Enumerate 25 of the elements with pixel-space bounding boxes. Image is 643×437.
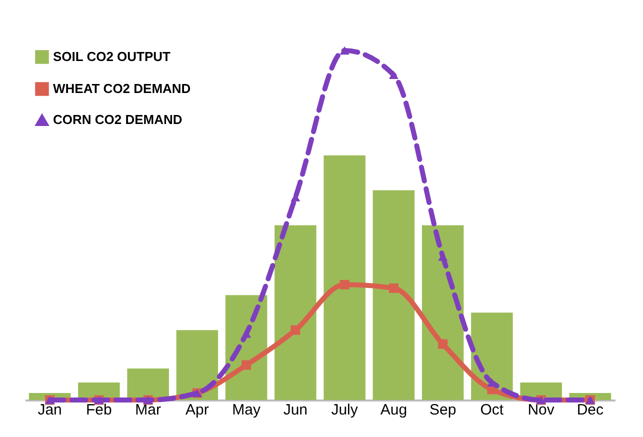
x-tick-label: Aug [380,402,408,418]
point [340,46,350,55]
x-tick-label: Jan [38,402,62,418]
x-tick-label: May [232,402,261,418]
point [290,325,300,335]
legend-label: SOIL CO2 OUTPUT [53,49,171,64]
x-tick-label: Nov [528,402,555,418]
point [340,280,350,290]
legend-label: CORN CO2 DEMAND [53,112,182,127]
x-tick-label: July [331,402,358,418]
x-tick-label: Sep [429,402,456,418]
point [388,70,398,80]
x-tick-label: Mar [135,402,161,418]
x-tick-label: Oct [480,402,504,418]
x-tick-label: Feb [86,402,112,418]
bar [372,190,415,400]
x-tick-label: Apr [186,402,209,418]
bar [324,155,366,400]
point [388,283,398,293]
bar [274,225,316,400]
point [438,339,448,349]
legend-label: WHEAT CO2 DEMAND [53,81,191,96]
x-tick-label: Dec [576,402,604,418]
point [242,360,252,370]
x-tick-label: Jun [283,402,308,418]
